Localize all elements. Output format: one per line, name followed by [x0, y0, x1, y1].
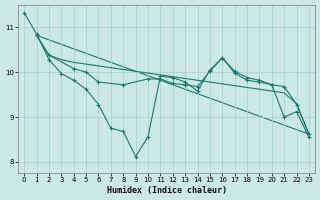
X-axis label: Humidex (Indice chaleur): Humidex (Indice chaleur) [107, 186, 227, 195]
